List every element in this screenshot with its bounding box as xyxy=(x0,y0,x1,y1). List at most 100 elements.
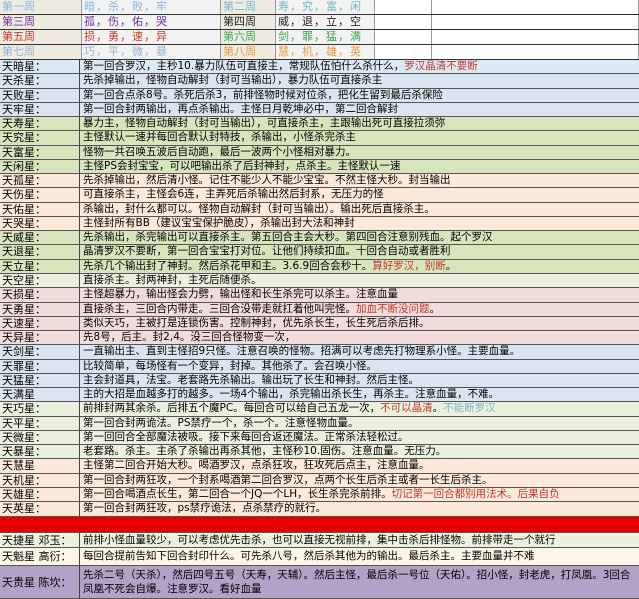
text-segment: 第一回合封两狂攻，一个封系喝酒第二回合罗汉，点两个长生后杀主或者一长生后杀主。 xyxy=(83,473,493,486)
text-segment: 直接杀主。封两神封，主死后随便杀。 xyxy=(83,273,262,286)
strategy-text: 先杀二号（天杀），然后四号五号（天寿，天辅）。然后主怪，最后杀一号位（天佑）。招… xyxy=(83,568,631,595)
table-row: 天佑星： 杀输出，封什么都可以。怪物自动解封（封可当输出）。输出死后直接杀主。 xyxy=(0,202,639,217)
strategy-text: 第一回合罗汉，主秒10.暴力队伍可直接主，常规队伍怕什么杀什么，罗汉晶清不要断 xyxy=(80,60,639,73)
star-name: 天牢星： xyxy=(0,102,80,117)
star-name: 天雄星： xyxy=(0,487,80,502)
strategy-text: 先杀掉输出，然后清小怪。记住不能少人不能少宝宝。不然主怪大秒。封当输出 xyxy=(80,174,639,187)
text-segment: 直接杀主，三回合内带走。三回合没带走就扛着他叫完怪。 xyxy=(83,302,356,315)
week-stars: 巧，平，微，暴 xyxy=(82,45,221,59)
table-row: 天勇星： 直接杀主，三回合内带走。三回合没带走就扛着他叫完怪。加血不断没问题。 xyxy=(0,302,639,317)
week-row: 第七周 巧，平，微，暴 第八周 慧，机，雄，英 xyxy=(0,45,639,60)
star-name: 天威星： xyxy=(0,231,80,245)
table-row: 天巧星： 前排封两其余杀。后排五个魔PC。每回合可以给自己五龙一次，不可以晶清。不… xyxy=(0,402,639,417)
star-name: 天退星： xyxy=(0,245,80,259)
table-row: 天雄星： 第一回合喝酒点长生，第二回合一个JQ一个LH，长生杀完杀前排。切记第一回… xyxy=(0,487,639,503)
week-stars: 暗，杀，败，牢 xyxy=(82,0,221,14)
empty-cell xyxy=(432,0,639,14)
star-name: 天速星： xyxy=(0,316,80,331)
star-name: 天英星： xyxy=(0,502,80,516)
star-name: 天异星： xyxy=(0,331,80,345)
star-name: 天空星： xyxy=(0,273,80,288)
empty-cell xyxy=(375,30,432,44)
star-name: 天满星 xyxy=(0,388,80,402)
table-row: 天孤星： 先杀掉输出，然后清小怪。记住不能少人不能少宝宝。不然主怪大秒。封当输出 xyxy=(0,174,639,189)
star-name: 天平星： xyxy=(0,416,80,430)
text-segment: 可直接杀主，主怪会6连，主弄死后杀输出然后封系，无压力的怪 xyxy=(83,188,384,201)
text-segment: 类似天巧，主被打是连锁伤害。控制神封，优先杀长生，长生死后杀后排。 xyxy=(83,316,430,329)
star-name: 天败星： xyxy=(0,88,80,102)
strategy-text: 主怪第二回合开始大秒。喝酒罗汉，点杀狂攻，狂攻死后点主，注意血量。 xyxy=(80,459,639,472)
week-row: 第五周 损，勇，速，异 第六周 剑，罪，猛，满 xyxy=(0,30,639,45)
strategy-text: 每回合提前告知下回合封印什么。可先杀八号，然后杀其他为的输出。最后杀主。主要血量… xyxy=(83,550,535,562)
strategy-text: 晶清罗汉不要断，第一回合宝宝打对位。让他们持续扣血。十回合自动或者胜利 xyxy=(80,245,639,258)
star-name: 天剑星： xyxy=(0,345,80,359)
boss-name: 天捷星 邓玉： xyxy=(0,532,80,547)
table-row: 天富星： 怪物一共召唤五波后自动跑，最后一波两个小怪相对暴力。 xyxy=(0,145,639,160)
star-strategy-list: 天暗星： 第一回合罗汉，主秒10.暴力队伍可直接主，常规队伍怕什么杀什么，罗汉晶清… xyxy=(0,60,639,517)
table-row: 天暴星： 老套路。杀主。主杀了杀输出再杀其他，主怪秒10.固伤。注意血量。无压力。 xyxy=(0,445,639,460)
text-segment: 怪物一共召唤五波后自动跑，最后一波两个小怪相对暴力。 xyxy=(83,145,356,158)
strategy-text: 可直接杀主，主怪会6连，主弄死后杀输出然后封系，无压力的怪 xyxy=(80,188,639,201)
week-label: 第三周 xyxy=(0,15,82,29)
text-segment: 第一回回合全部魔法被吸。接下来每回合返还魔法。正常杀法轻松过。 xyxy=(83,430,409,443)
star-name: 天慧星 xyxy=(0,459,80,473)
text-segment: 第一回合喝酒点长生，第二回合一个JQ一个LH，长生杀完杀前排。 xyxy=(83,487,392,500)
star-name: 天佑星： xyxy=(0,202,80,216)
week-label: 第一周 xyxy=(0,0,82,14)
text-segment: 比较简单，每场怪有一个变异，封掉。其他杀了。会召唤小怪。 xyxy=(83,359,377,372)
strategy-text: 类似天巧，主被打是连锁伤害。控制神封，优先杀长生，长生死后杀后排。 xyxy=(80,317,639,330)
strategy-text: 怪物一共召唤五波后自动跑，最后一波两个小怪相对暴力。 xyxy=(80,146,639,159)
table-row: 天剑星： 一直输出主、直到主怪招9只怪。注意召唤的怪物。招满可以考虑先打物理系小怪… xyxy=(0,345,639,360)
text-segment: 主怪第二回合开始大秒。喝酒罗汉，点杀狂攻，狂攻死后点主，注意血量。 xyxy=(83,459,430,472)
table-row: 天罪星： 比较简单，每场怪有一个变异，封掉。其他杀了。会召唤小怪。 xyxy=(0,359,639,374)
text-segment: 第一回合封两狂攻，ps禁疗诡法，点杀禁疗的就行。 xyxy=(83,502,327,515)
strategy-text: 一直输出主、直到主怪招9只怪。注意召唤的怪物。招满可以考虑先打物理系小怪。主要血… xyxy=(80,345,639,358)
empty-cell xyxy=(375,45,432,59)
strategy-text: 第一回合喝酒点长生，第二回合一个JQ一个LH，长生杀完杀前排。切记第一回合都别用… xyxy=(80,488,639,501)
strategy-text: 先杀掉输出，怪物自动解封（封可当输出），暴力队伍可直接杀主 xyxy=(80,74,639,87)
table-row: 天异星： 先8号，后主。封2,4。没三回合怪物变一次， xyxy=(0,331,639,346)
table-row: 天闲星： 主怪PS会封宝宝，可以吧输出杀了后封神封，点杀主。主怪默认一速 xyxy=(0,159,639,175)
table-row: 天贵星 陈坎： 先杀二号（天杀），然后四号五号（天寿，天辅）。然后主怪，最后杀一号… xyxy=(0,565,639,599)
table-row: 天满星 主的大招是血越多打的越多。一场4个输出，杀完输出杀长生，再杀主。注意血量，… xyxy=(0,388,639,403)
text-segment: 杀输出，封什么都可以。怪物自动解封（封可当输出）。输出死后直接杀主。 xyxy=(83,202,435,215)
table-row: 天捷星 邓玉： 前排小怪血量较少，可以考虑优先击杀，也可以直接无视前排，集中击杀后… xyxy=(0,532,639,548)
strategy-text: 第一回合封两输出，再点杀输出。主怪日月乾坤必中，第二回合解封 xyxy=(80,103,639,116)
week-stars: 慧，机，雄，英 xyxy=(276,45,375,59)
text-segment: 第一回合封两诡法。PS禁疗一个，杀一个。注意怪物血量。 xyxy=(83,416,359,429)
star-name: 天立星： xyxy=(0,259,80,273)
table-row: 天猛星： 主会封道具，法宝。老套路先杀输出。输出玩了长生和神封。然后主怪。 xyxy=(0,373,639,389)
text-segment: 主的大招是血越多打的越多。一场4个输出，杀完输出杀长生，再杀主。注意血量，不难。 xyxy=(83,388,500,401)
strategy-text: 第一回合封两诡法。PS禁疗一个，杀一个。注意怪物血量。 xyxy=(80,417,639,430)
strategy-text: 先杀几个输出封了神封。然后杀花甲和主。3.6.9回合会秒十。算好罗汉，别断。 xyxy=(80,260,639,273)
text-segment: 先杀掉输出，然后清小怪。记住不能少人不能少宝宝。不然主怪大秒。封当输出 xyxy=(83,174,451,187)
empty-cell xyxy=(432,30,639,44)
text-segment: 暴力主，怪物自动解封（封可当输出），可直接杀主，主跟输出死可直接拉须弥 xyxy=(83,117,446,130)
text-segment: 主会封道具，法宝。老套路先杀输出。输出玩了长生和神封。然后主怪。 xyxy=(83,373,419,386)
strategy-text: 前排小怪血量较少，可以考虑优先击杀，也可以直接无视前排，集中击杀后排怪物。前排带… xyxy=(83,533,556,546)
red-separator-bar xyxy=(0,516,639,533)
table-row: 天慧星 主怪第二回合开始大秒。喝酒罗汉，点杀狂攻，狂攻死后点主，注意血量。 xyxy=(0,459,639,474)
star-name: 天猛星： xyxy=(0,373,80,388)
table-row: 天立星： 先杀几个输出封了神封。然后杀花甲和主。3.6.9回合会秒十。算好罗汉，别… xyxy=(0,259,639,274)
week-label: 第二周 xyxy=(221,0,276,14)
star-name: 天哭星： xyxy=(0,216,80,231)
text-segment: 第一回合罗汉，主秒10.暴力队伍可直接主，常规队伍怕什么杀什么， xyxy=(83,60,405,72)
text-segment: 晶清罗汉不要断，第一回合宝宝打对位。让他们持续扣血。十回合自动或者胜利 xyxy=(83,245,451,258)
table-row: 天魁星 高衍： 每回合提前告知下回合封印什么。可先杀八号，然后杀其他为的输出。最后… xyxy=(0,547,639,566)
table-row: 天败星： 第一回合点杀8号。杀死后杀3，前排怪物时候对位杀，把化生留到最后杀保险 xyxy=(0,88,639,103)
strategy-text: 主怪超暴力，输出怪会力劈，输出怪和长生杀完可以杀主。注意血量 xyxy=(80,288,639,301)
strategy-text: 直接杀主，三回合内带走。三回合没带走就扛着他叫完怪。加血不断没问题。 xyxy=(80,303,639,316)
text-segment: 先杀输出，杀完输出可以直接杀主。第五回合主会大秒。第四回合注意别残血。起个罗汉 xyxy=(83,231,493,244)
star-name: 天暴星： xyxy=(0,445,80,459)
star-name: 天暗星： xyxy=(0,60,80,74)
strategy-text: 暴力主，怪物自动解封（封可当输出），可直接杀主，主跟输出死可直接拉须弥 xyxy=(80,117,639,130)
star-name: 天勇星： xyxy=(0,302,80,316)
empty-cell xyxy=(375,0,432,14)
table-row: 天暗星： 第一回合罗汉，主秒10.暴力队伍可直接主，常规队伍怕什么杀什么，罗汉晶清… xyxy=(0,60,639,75)
week-stars: 孤，伤，佑，哭 xyxy=(82,15,221,29)
star-name: 天机星： xyxy=(0,473,80,487)
text-segment: 主怪默认一速并每回合默认封特技，杀输出，小怪杀完杀主 xyxy=(83,131,356,144)
strategy-text: 先杀输出，杀完输出可以直接杀主。第五回合主会大秒。第四回合注意别残血。起个罗汉 xyxy=(80,231,639,244)
